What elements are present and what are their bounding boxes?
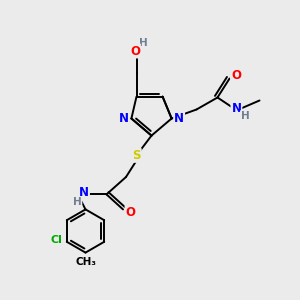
Text: H: H xyxy=(139,38,148,48)
Text: O: O xyxy=(231,69,241,82)
Text: Cl: Cl xyxy=(50,235,62,245)
Text: H: H xyxy=(241,111,250,121)
Text: O: O xyxy=(130,44,140,58)
Text: N: N xyxy=(174,112,184,125)
Text: N: N xyxy=(79,186,89,200)
Text: H: H xyxy=(73,197,82,207)
Text: O: O xyxy=(125,206,136,219)
Text: N: N xyxy=(119,112,129,125)
Text: S: S xyxy=(132,149,141,162)
Text: CH₃: CH₃ xyxy=(76,257,97,267)
Text: N: N xyxy=(231,101,242,115)
